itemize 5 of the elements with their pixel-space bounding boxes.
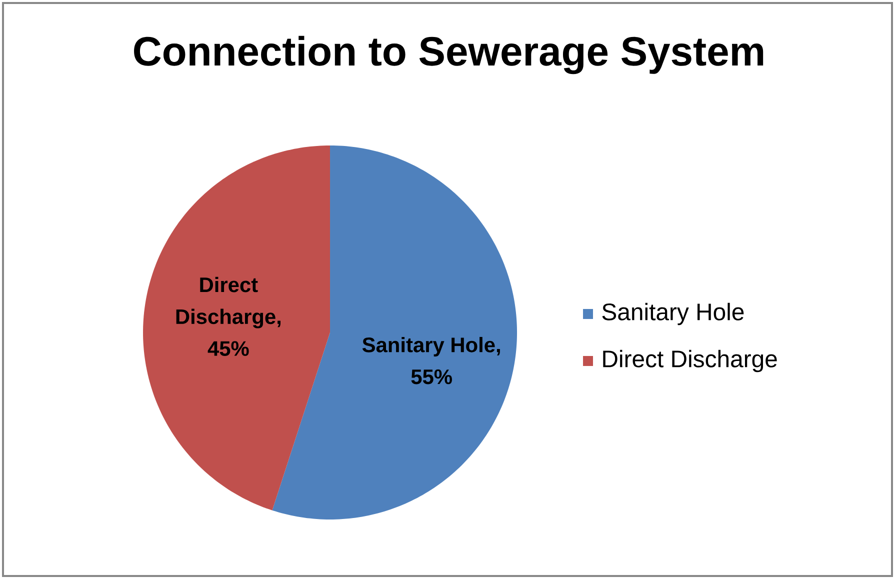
legend-label: Direct Discharge [603,350,777,372]
data-label: Direct Discharge, 45% [176,276,281,356]
legend-label: Sanitary Hole [602,302,744,326]
chart-title: Connection to Sewerage System [134,36,764,74]
data-label: Sanitary Hole, 55% [362,336,500,384]
